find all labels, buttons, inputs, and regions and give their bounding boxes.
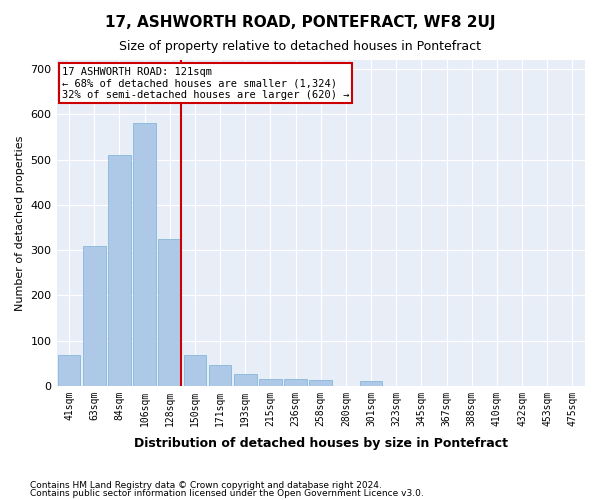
X-axis label: Distribution of detached houses by size in Pontefract: Distribution of detached houses by size … bbox=[134, 437, 508, 450]
Text: 17, ASHWORTH ROAD, PONTEFRACT, WF8 2UJ: 17, ASHWORTH ROAD, PONTEFRACT, WF8 2UJ bbox=[105, 15, 495, 30]
Bar bbox=[108, 155, 131, 386]
Bar bbox=[158, 238, 181, 386]
Text: Size of property relative to detached houses in Pontefract: Size of property relative to detached ho… bbox=[119, 40, 481, 53]
Bar bbox=[234, 374, 257, 386]
Bar bbox=[133, 124, 156, 386]
Bar bbox=[209, 366, 232, 386]
Bar bbox=[310, 380, 332, 386]
Bar bbox=[83, 246, 106, 386]
Bar bbox=[58, 355, 80, 386]
Y-axis label: Number of detached properties: Number of detached properties bbox=[15, 135, 25, 310]
Bar bbox=[284, 379, 307, 386]
Text: 17 ASHWORTH ROAD: 121sqm
← 68% of detached houses are smaller (1,324)
32% of sem: 17 ASHWORTH ROAD: 121sqm ← 68% of detach… bbox=[62, 66, 349, 100]
Text: Contains HM Land Registry data © Crown copyright and database right 2024.: Contains HM Land Registry data © Crown c… bbox=[30, 481, 382, 490]
Text: Contains public sector information licensed under the Open Government Licence v3: Contains public sector information licen… bbox=[30, 488, 424, 498]
Bar bbox=[360, 382, 382, 386]
Bar bbox=[259, 379, 282, 386]
Bar bbox=[184, 355, 206, 386]
